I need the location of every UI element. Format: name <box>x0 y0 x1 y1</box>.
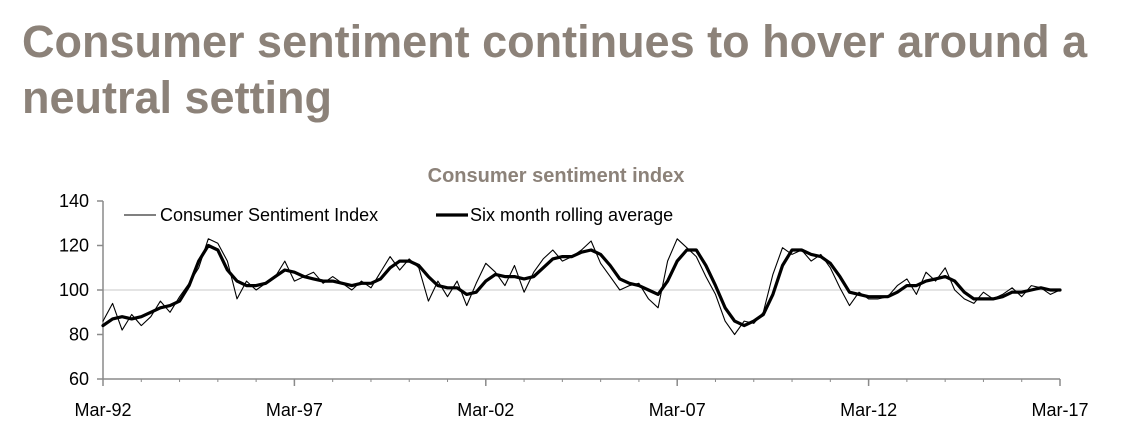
y-tick-label: 100 <box>59 280 89 300</box>
chart-title: Consumer sentiment index <box>428 165 685 187</box>
legend-label: Consumer Sentiment Index <box>160 205 378 225</box>
legend-label: Six month rolling average <box>470 205 673 225</box>
y-tick-label: 120 <box>59 236 89 256</box>
series-line-six-month-rolling-average <box>101 243 1062 328</box>
x-tick-label: Mar-07 <box>649 400 706 420</box>
y-tick-label: 80 <box>69 325 89 345</box>
x-tick-label: Mar-02 <box>457 400 514 420</box>
y-tick-label: 60 <box>69 369 89 389</box>
x-tick-label: Mar-12 <box>840 400 897 420</box>
slide-title: Consumer sentiment continues to hover ar… <box>22 16 1088 123</box>
y-tick-label: 140 <box>59 191 89 211</box>
x-tick-label: Mar-17 <box>1031 400 1088 420</box>
x-tick-label: Mar-92 <box>74 400 131 420</box>
x-tick-label: Mar-97 <box>266 400 323 420</box>
